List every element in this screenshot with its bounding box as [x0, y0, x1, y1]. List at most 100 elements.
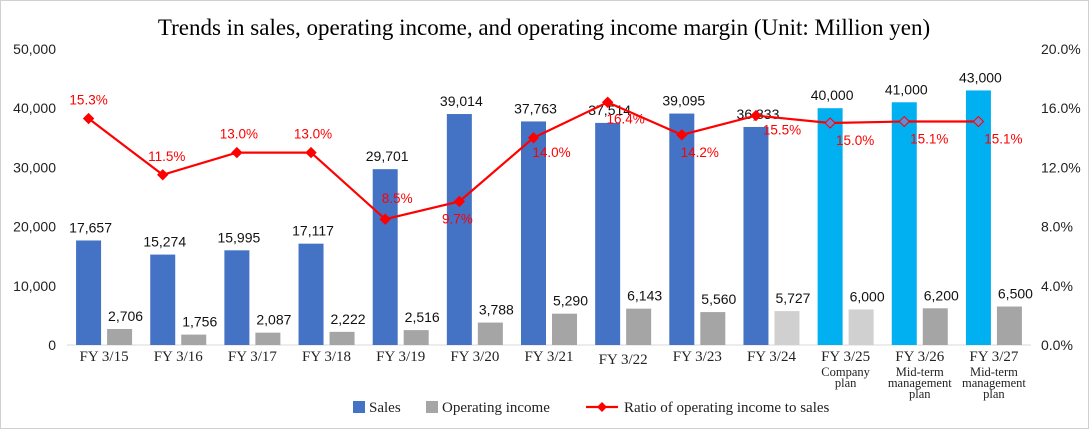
- legend-sales-swatch: [353, 401, 365, 413]
- ratio-marker: [231, 146, 243, 159]
- left-axis-tick: 10,000: [13, 278, 56, 294]
- ratio-value-label: 11.5%: [148, 149, 185, 164]
- category-axis: FY 3/15 FY 3/16 FY 3/17 FY 3/18 FY 3/19 FY 3/…: [80, 349, 1027, 401]
- operating-income-value-label: 5,290: [553, 293, 588, 309]
- operating-income-bar: [107, 328, 133, 345]
- right-axis-tick: 20.0%: [1041, 41, 1081, 57]
- category-sublabel: plan: [909, 387, 931, 401]
- category-label: FY 3/19: [376, 349, 425, 365]
- category-label: FY 3/21: [524, 349, 573, 365]
- sales-bar: [743, 126, 769, 345]
- category-label: FY 3/24: [747, 349, 797, 365]
- sales-value-label: 17,657: [69, 219, 112, 235]
- ratio-value-label: 13.0%: [294, 127, 332, 142]
- operating-income-bar: [700, 312, 726, 345]
- sales-value-label: 29,701: [366, 148, 409, 164]
- legend-operating-income-label: Operating income: [442, 400, 550, 416]
- sales-value-label: 15,995: [217, 229, 260, 245]
- sales-bar: [372, 169, 398, 345]
- ratio-value-label: 8.5%: [382, 191, 413, 206]
- sales-bar: [669, 113, 695, 345]
- ratio-value-label: 15.1%: [910, 132, 948, 147]
- operating-income-value-label: 1,756: [182, 314, 217, 330]
- category-label: FY 3/17: [228, 349, 278, 365]
- operating-income-value-label: 2,222: [331, 311, 366, 327]
- sales-value-label: 43,000: [959, 69, 1002, 85]
- category-sublabel: Mid-term: [896, 365, 944, 379]
- left-axis: 0 10,000 20,000 30,000 40,000 50,000: [13, 41, 56, 353]
- operating-income-value-label: 5,727: [775, 290, 810, 306]
- operating-income-value-label: 6,143: [627, 288, 662, 304]
- right-axis: 0.0% 4.0% 8.0% 12.0% 16.0% 20.0%: [1041, 41, 1081, 353]
- operating-income-value-label: 6,000: [850, 288, 885, 304]
- sales-value-label: 41,000: [885, 81, 928, 97]
- ratio-value-label: 15.1%: [984, 132, 1022, 147]
- operating-income-value-label: 6,500: [998, 286, 1033, 302]
- right-axis-tick: 12.0%: [1041, 159, 1081, 175]
- sales-bar: [817, 108, 843, 345]
- ratio-value-label: 15.0%: [836, 133, 874, 148]
- ratio-marker: [453, 195, 466, 208]
- category-label: FY 3/22: [599, 352, 648, 368]
- ratio-value-label: 14.2%: [681, 145, 719, 160]
- ratio-value-label: 15.5%: [763, 123, 801, 138]
- left-axis-tick: 40,000: [13, 100, 56, 116]
- sales-value-label: 37,763: [514, 100, 557, 116]
- category-sublabel: management: [962, 376, 1026, 390]
- ratio-marker: [676, 129, 688, 141]
- bar-series: 17,657 2,706 15,274 1,756 15,995 2,087 17,117 2…: [67, 69, 1033, 346]
- sales-bar: [446, 114, 472, 346]
- ratio-marker: [157, 169, 169, 181]
- category-label: FY 3/26: [895, 349, 945, 365]
- ratio-marker: [305, 146, 317, 159]
- operating-income-bar: [477, 322, 503, 345]
- category-label: FY 3/18: [302, 349, 351, 365]
- sales-bar: [595, 122, 621, 346]
- ratio-marker: [601, 96, 614, 108]
- operating-income-bar: [626, 308, 652, 345]
- operating-income-bar: [774, 311, 800, 345]
- operating-income-value-label: 5,560: [701, 291, 736, 307]
- ratio-value-label: 15.3%: [69, 93, 107, 108]
- ratio-marker: [972, 115, 985, 128]
- category-sublabel: plan: [835, 376, 857, 390]
- left-axis-tick: 50,000: [13, 41, 56, 57]
- sales-bar: [298, 243, 324, 345]
- category-sublabel: plan: [983, 387, 1005, 401]
- right-axis-tick: 16.0%: [1041, 100, 1081, 116]
- operating-income-value-label: 2,516: [405, 309, 440, 325]
- operating-income-bar: [403, 330, 429, 345]
- sales-bar: [891, 102, 917, 345]
- ratio-marker: [379, 213, 391, 225]
- sales-bar: [76, 240, 102, 345]
- operating-income-bar: [996, 306, 1022, 345]
- legend-sales-label: Sales: [369, 400, 401, 416]
- sales-bar: [965, 90, 991, 345]
- left-axis-tick: 20,000: [13, 219, 56, 235]
- ratio-value-label: 13.0%: [220, 127, 258, 142]
- ratio-marker: [750, 109, 762, 122]
- category-label: FY 3/25: [821, 349, 870, 365]
- category-sublabel: Mid-term: [970, 365, 1018, 379]
- sales-value-label: 15,274: [143, 234, 186, 250]
- operating-income-bar: [329, 331, 355, 345]
- ratio-value-label: 16.4%: [607, 111, 645, 126]
- operating-income-value-label: 2,087: [256, 312, 291, 328]
- right-axis-tick: 0.0%: [1041, 337, 1073, 353]
- operating-income-value-label: 3,788: [479, 302, 514, 318]
- ratio-value-label: 9.7%: [442, 211, 473, 226]
- sales-value-label: 39,014: [440, 93, 483, 109]
- operating-income-bar: [255, 332, 281, 345]
- legend-operating-income-swatch: [426, 401, 438, 413]
- operating-income-value-label: 6,200: [924, 287, 959, 303]
- category-label: FY 3/15: [80, 349, 129, 365]
- legend-ratio-marker: [597, 402, 607, 412]
- sales-bar: [150, 254, 176, 345]
- category-label: FY 3/27: [969, 349, 1019, 365]
- category-sublabel: management: [888, 376, 952, 390]
- right-axis-tick: 8.0%: [1041, 219, 1073, 235]
- ratio-marker: [898, 115, 910, 128]
- operating-income-bar: [922, 308, 948, 345]
